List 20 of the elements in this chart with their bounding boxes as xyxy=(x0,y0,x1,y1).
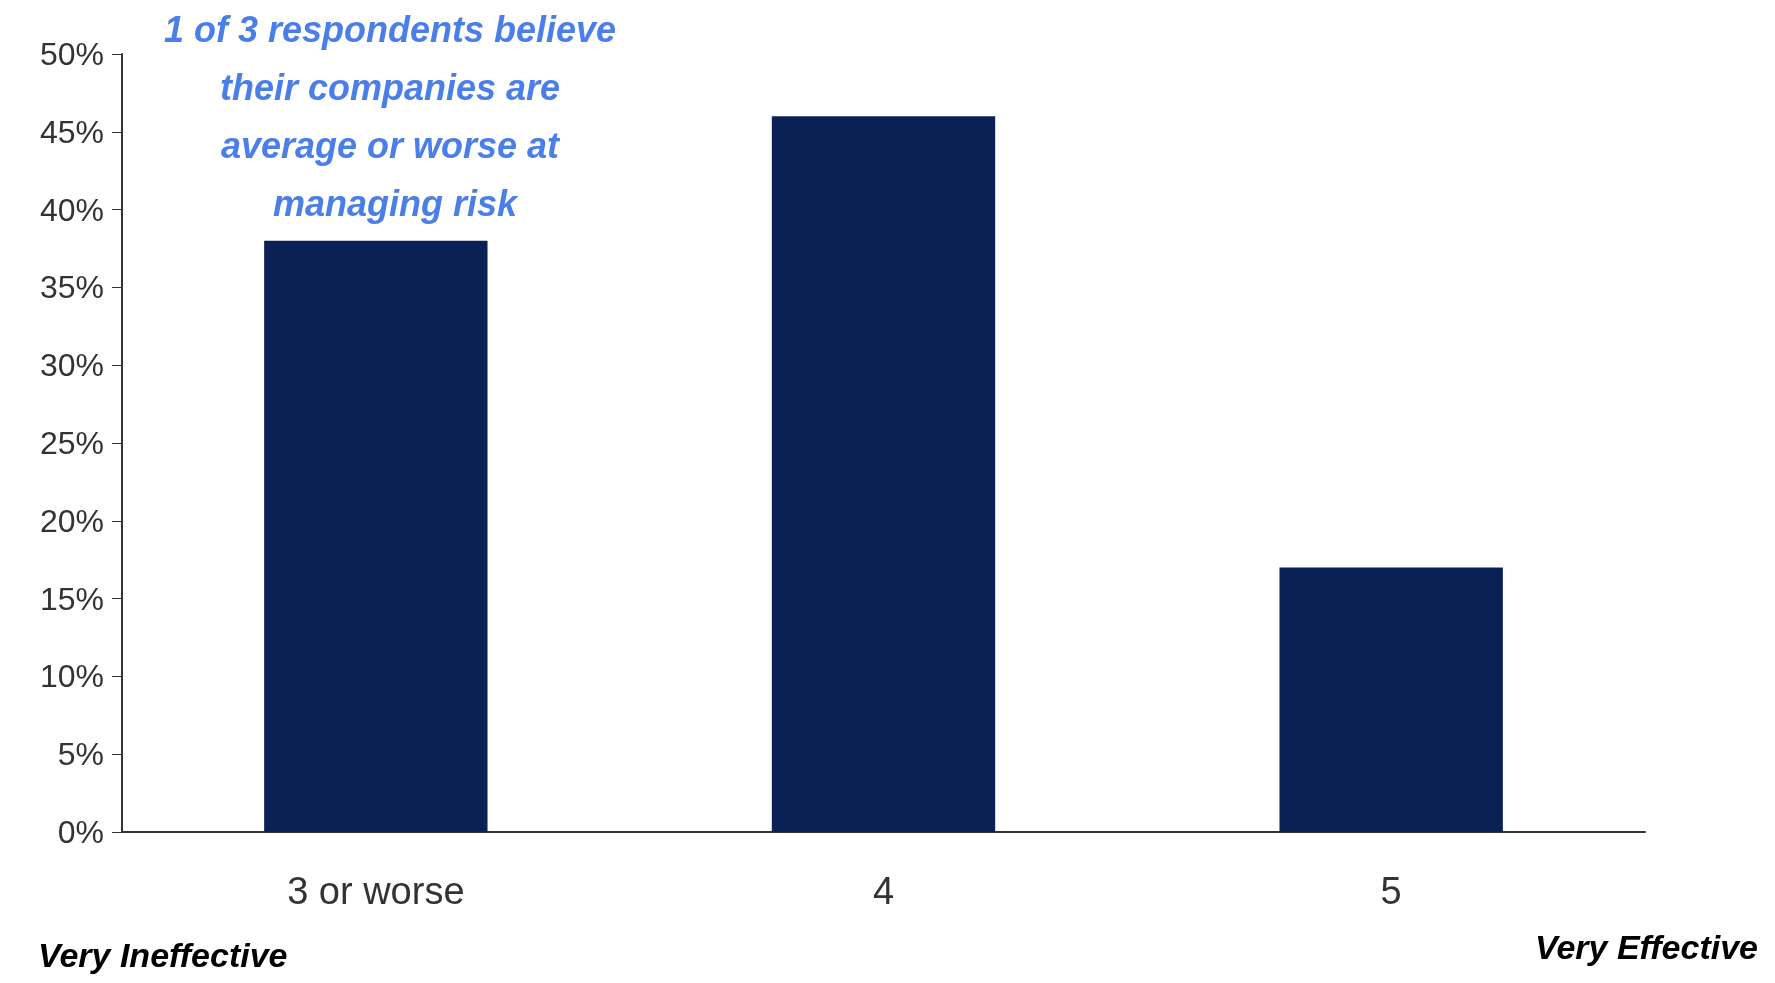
bar xyxy=(264,240,488,832)
y-tick-label: 20% xyxy=(39,502,104,539)
x-tick-label: 4 xyxy=(872,870,895,912)
y-tick-label: 15% xyxy=(39,580,104,617)
bar xyxy=(771,116,996,832)
y-tick-label: 0% xyxy=(57,814,104,850)
x-tick-label: 3 or worse xyxy=(287,870,465,912)
x-tick-label: 5 xyxy=(1380,870,1402,912)
y-tick-label: 30% xyxy=(39,347,104,384)
text: Very Ineffective xyxy=(38,936,288,974)
y-tick-label: 50% xyxy=(39,36,104,72)
text: Very Effective xyxy=(1534,928,1758,966)
y-tick-label: 35% xyxy=(39,269,104,306)
y-tick-label: 40% xyxy=(39,191,104,228)
y-tick-label: 10% xyxy=(39,658,104,695)
annotation: 1 of 3 respondents believe their companies are average or worse at managing risk xyxy=(163,8,627,224)
y-tick-label: 25% xyxy=(39,425,104,461)
y-tick-label: 5% xyxy=(57,736,104,773)
bar xyxy=(1279,567,1503,832)
y-tick-label: 45% xyxy=(39,113,104,150)
